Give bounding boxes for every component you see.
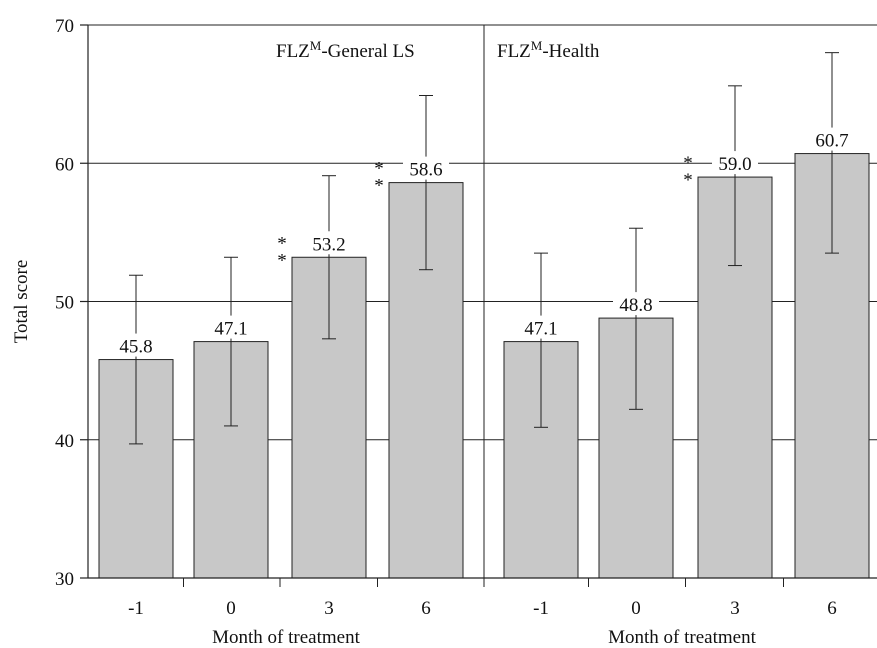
panel-title: FLZM-General LS xyxy=(276,38,415,62)
asterisk: * xyxy=(277,250,287,271)
y-axis-title: Total score xyxy=(11,260,32,344)
value-label-bg xyxy=(518,315,564,339)
error-bars xyxy=(129,52,839,445)
value-label-bg xyxy=(809,127,855,151)
asterisk: * xyxy=(374,176,384,197)
value-label-bg xyxy=(613,292,659,316)
x-axis-title: Month of treatment xyxy=(212,627,360,648)
y-tick-label: 30 xyxy=(55,569,74,590)
significance-marker: * * xyxy=(277,233,287,271)
value-label-bg xyxy=(306,231,352,255)
x-tick-label: -1 xyxy=(533,598,549,619)
y-tick-label: 60 xyxy=(55,154,74,175)
panel-title-main: FLZ xyxy=(497,41,531,62)
value-label: 48.8 xyxy=(619,295,652,316)
y-tick-label: 70 xyxy=(55,16,74,37)
x-tick-label: 6 xyxy=(827,598,837,619)
x-tick-label: 6 xyxy=(421,598,431,619)
panel-title: FLZM-Health xyxy=(497,38,600,62)
x-tick-label: -1 xyxy=(128,598,144,619)
x-tick-label: 3 xyxy=(730,598,740,619)
value-label: 58.6 xyxy=(409,160,442,181)
y-tick-label: 50 xyxy=(55,293,74,314)
value-label-bg xyxy=(712,151,758,175)
axes xyxy=(80,24,877,587)
asterisk: * xyxy=(683,170,693,191)
x-tick-label: 3 xyxy=(324,598,334,619)
asterisk: * xyxy=(374,159,384,180)
panel-title-sup: M xyxy=(531,38,543,53)
value-label-bg xyxy=(208,315,254,339)
value-label-bg xyxy=(403,156,449,180)
significance-marker: * * xyxy=(683,153,693,191)
y-tick-label: 40 xyxy=(55,431,74,452)
asterisk: * xyxy=(277,233,287,254)
value-label-bg xyxy=(113,333,159,357)
panel-title-sup: M xyxy=(310,38,322,53)
panel-title-main: FLZ xyxy=(276,41,310,62)
value-label: 59.0 xyxy=(718,154,751,175)
value-label: 45.8 xyxy=(119,337,152,358)
panel-title-suffix: -Health xyxy=(542,41,599,62)
x-axis-title: Month of treatment xyxy=(608,627,756,648)
x-tick-label: 0 xyxy=(631,598,641,619)
panel-title-suffix: -General LS xyxy=(321,41,414,62)
value-label: 47.1 xyxy=(214,319,247,340)
value-label: 53.2 xyxy=(312,234,345,255)
value-label: 47.1 xyxy=(524,319,557,340)
significance-marker: * * xyxy=(374,159,384,197)
asterisk: * xyxy=(683,153,693,174)
value-label: 60.7 xyxy=(815,131,848,152)
x-tick-label: 0 xyxy=(226,598,236,619)
